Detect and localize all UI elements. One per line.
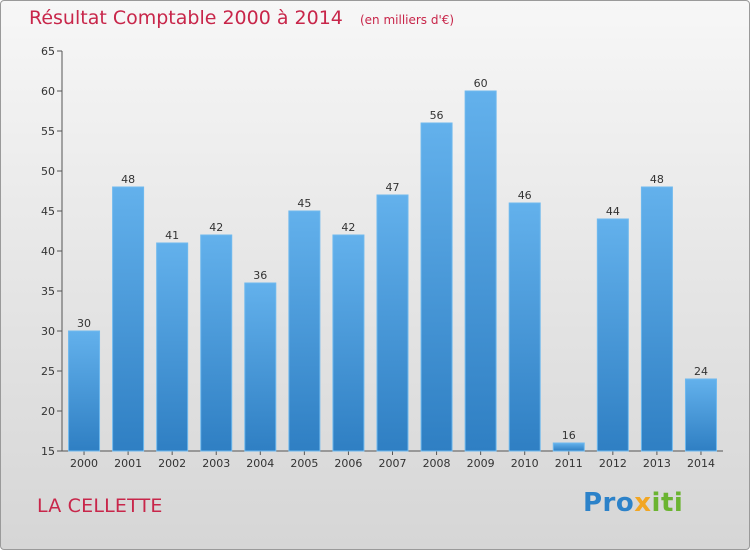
y-tick-label: 45	[41, 205, 55, 218]
bar	[68, 330, 101, 452]
bar	[640, 186, 673, 452]
bar-value-label: 16	[562, 429, 576, 442]
bar-value-label: 36	[253, 269, 267, 282]
x-tick-label: 2013	[643, 457, 671, 470]
x-tick-label: 2012	[599, 457, 627, 470]
x-tick-label: 2003	[202, 457, 230, 470]
town-name: LA CELLETTE	[37, 495, 163, 517]
bar-value-label: 44	[606, 205, 620, 218]
x-tick-label: 2006	[334, 457, 362, 470]
y-tick-label: 40	[41, 245, 55, 258]
bar	[244, 282, 277, 452]
y-tick-label: 30	[41, 325, 55, 338]
bar-value-label: 48	[121, 173, 135, 186]
bar	[332, 234, 365, 452]
bar-value-label: 56	[430, 109, 444, 122]
bar-value-label: 42	[341, 221, 355, 234]
bar	[684, 378, 717, 452]
y-tick-label: 65	[41, 45, 55, 58]
y-tick-label: 55	[41, 125, 55, 138]
x-tick-label: 2002	[158, 457, 186, 470]
y-tick-label: 15	[41, 445, 55, 458]
bar	[156, 242, 189, 452]
x-tick-label: 2007	[379, 457, 407, 470]
y-tick-label: 50	[41, 165, 55, 178]
bar-value-label: 30	[77, 317, 91, 330]
x-tick-label: 2008	[423, 457, 451, 470]
x-tick-label: 2005	[290, 457, 318, 470]
y-tick-label: 35	[41, 285, 55, 298]
bars-group: 30 48 41 42 36 45 42 47 56 60 46 16 44 48 24	[68, 77, 717, 452]
y-tick-label: 60	[41, 85, 55, 98]
x-tick-label: 2010	[511, 457, 539, 470]
bar	[376, 194, 409, 452]
bar-value-label: 45	[297, 197, 311, 210]
bar	[112, 186, 145, 452]
y-tick-label: 25	[41, 365, 55, 378]
bar	[464, 90, 497, 452]
chart-title: Résultat Comptable 2000 à 2014	[29, 7, 343, 29]
x-tick-label: 2011	[555, 457, 583, 470]
bar-value-label: 41	[165, 229, 179, 242]
x-tick-label: 2014	[687, 457, 715, 470]
x-tick-label: 2000	[70, 457, 98, 470]
bar	[288, 210, 321, 452]
title-line: Résultat Comptable 2000 à 2014 (en milli…	[29, 7, 454, 29]
bar-value-label: 60	[474, 77, 488, 90]
brand-logo: Proxiti	[583, 488, 684, 518]
bar	[508, 202, 541, 452]
bar-value-label: 47	[386, 181, 400, 194]
bar	[420, 122, 453, 452]
x-tick-label: 2001	[114, 457, 142, 470]
y-tick-label: 20	[41, 405, 55, 418]
bar-value-label: 24	[694, 365, 708, 378]
bar-value-label: 46	[518, 189, 532, 202]
x-tick-label: 2009	[467, 457, 495, 470]
bar-value-label: 48	[650, 173, 664, 186]
bar	[552, 442, 585, 452]
x-tick-label: 2004	[246, 457, 274, 470]
bar-value-label: 42	[209, 221, 223, 234]
bar	[200, 234, 233, 452]
bar	[596, 218, 629, 452]
chart-subtitle: (en milliers d'€)	[359, 13, 455, 27]
